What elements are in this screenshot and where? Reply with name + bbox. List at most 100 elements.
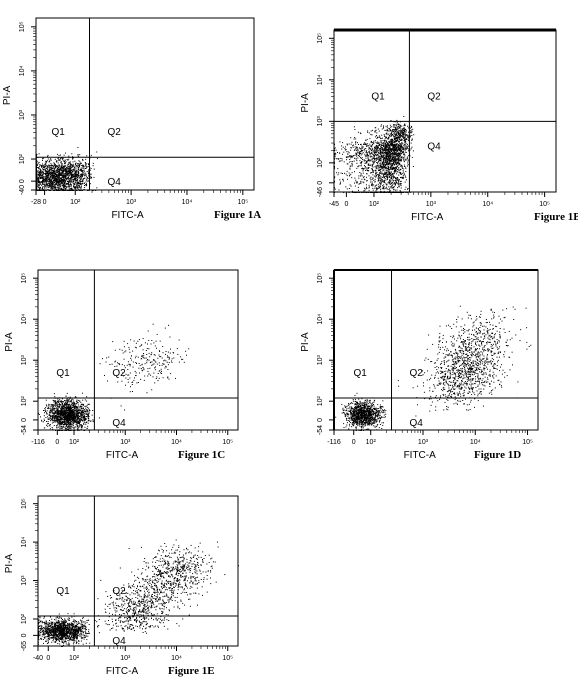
data-point bbox=[362, 170, 364, 172]
data-point bbox=[390, 150, 392, 152]
data-point bbox=[56, 168, 58, 170]
data-point bbox=[39, 170, 41, 172]
data-point bbox=[391, 174, 393, 176]
data-point bbox=[92, 165, 94, 167]
data-point bbox=[77, 165, 79, 167]
data-point bbox=[85, 409, 87, 411]
data-point bbox=[57, 180, 59, 182]
data-point bbox=[380, 166, 382, 168]
data-point bbox=[54, 178, 56, 180]
data-point bbox=[45, 182, 47, 184]
data-point bbox=[396, 157, 398, 159]
data-point bbox=[394, 192, 396, 193]
data-point bbox=[54, 416, 56, 418]
data-point bbox=[395, 192, 397, 193]
data-point bbox=[71, 166, 73, 168]
data-point bbox=[67, 171, 69, 173]
data-point bbox=[383, 127, 384, 129]
data-point bbox=[64, 182, 66, 184]
data-point bbox=[64, 163, 66, 165]
data-point bbox=[83, 187, 85, 189]
data-point bbox=[359, 147, 360, 149]
data-point bbox=[391, 148, 393, 150]
data-point bbox=[376, 167, 377, 169]
data-point bbox=[52, 399, 54, 401]
data-point bbox=[76, 174, 78, 176]
data-point bbox=[384, 145, 386, 147]
data-point bbox=[68, 183, 69, 185]
data-point bbox=[66, 406, 68, 408]
data-point bbox=[377, 142, 379, 144]
data-point bbox=[354, 154, 356, 156]
data-point bbox=[71, 174, 73, 176]
data-point bbox=[400, 160, 402, 162]
data-point bbox=[73, 401, 75, 403]
data-point bbox=[71, 153, 73, 155]
data-point bbox=[87, 422, 89, 424]
data-point bbox=[405, 134, 407, 136]
data-point bbox=[401, 134, 403, 136]
data-point bbox=[384, 147, 386, 149]
data-point bbox=[401, 145, 403, 147]
data-point bbox=[383, 126, 385, 128]
data-point bbox=[401, 177, 403, 179]
data-point bbox=[393, 136, 395, 138]
data-point bbox=[57, 165, 59, 167]
data-point bbox=[403, 133, 405, 135]
data-point bbox=[394, 147, 396, 149]
data-point bbox=[80, 190, 82, 191]
data-point bbox=[361, 161, 363, 163]
data-point bbox=[59, 159, 61, 161]
data-point bbox=[393, 179, 395, 181]
data-point bbox=[396, 140, 398, 142]
data-point bbox=[404, 188, 406, 190]
data-point bbox=[42, 165, 44, 167]
data-point bbox=[368, 189, 370, 191]
data-point bbox=[366, 150, 367, 152]
data-point bbox=[376, 172, 378, 174]
data-point bbox=[391, 131, 393, 133]
data-point bbox=[401, 131, 403, 133]
data-point bbox=[40, 190, 42, 191]
data-point bbox=[73, 165, 74, 167]
data-point bbox=[334, 181, 335, 183]
data-point bbox=[390, 186, 392, 188]
data-point bbox=[334, 153, 335, 155]
data-point bbox=[62, 401, 64, 403]
data-point bbox=[365, 139, 367, 141]
data-point bbox=[49, 160, 51, 162]
data-point bbox=[407, 125, 409, 127]
data-point bbox=[400, 145, 402, 147]
data-point bbox=[77, 163, 79, 165]
data-point bbox=[403, 130, 404, 132]
data-point bbox=[361, 153, 363, 155]
data-point bbox=[62, 410, 64, 412]
data-point bbox=[48, 178, 50, 180]
data-point bbox=[389, 180, 391, 182]
data-point bbox=[389, 139, 391, 141]
data-point bbox=[79, 178, 81, 180]
data-point bbox=[373, 150, 375, 152]
data-point bbox=[403, 168, 405, 170]
data-point bbox=[374, 186, 376, 188]
data-point bbox=[90, 174, 92, 176]
data-point bbox=[58, 400, 60, 402]
data-point bbox=[53, 170, 55, 172]
data-point bbox=[373, 154, 375, 156]
data-point bbox=[76, 170, 78, 172]
data-point bbox=[396, 134, 398, 136]
data-point bbox=[65, 152, 66, 154]
data-point bbox=[38, 167, 40, 169]
data-point bbox=[383, 154, 385, 156]
data-point bbox=[394, 157, 396, 158]
data-point bbox=[397, 171, 399, 173]
data-point bbox=[66, 423, 68, 425]
data-point bbox=[403, 166, 405, 167]
data-point bbox=[366, 176, 367, 178]
data-point bbox=[56, 408, 58, 410]
data-point bbox=[399, 191, 401, 193]
data-point bbox=[398, 152, 400, 154]
data-point bbox=[54, 162, 56, 164]
data-point bbox=[361, 168, 363, 170]
data-point bbox=[69, 167, 71, 169]
